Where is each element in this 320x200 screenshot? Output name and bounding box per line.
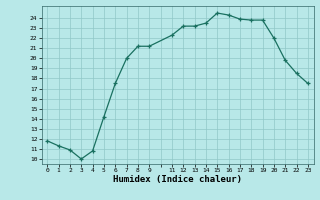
X-axis label: Humidex (Indice chaleur): Humidex (Indice chaleur) xyxy=(113,175,242,184)
